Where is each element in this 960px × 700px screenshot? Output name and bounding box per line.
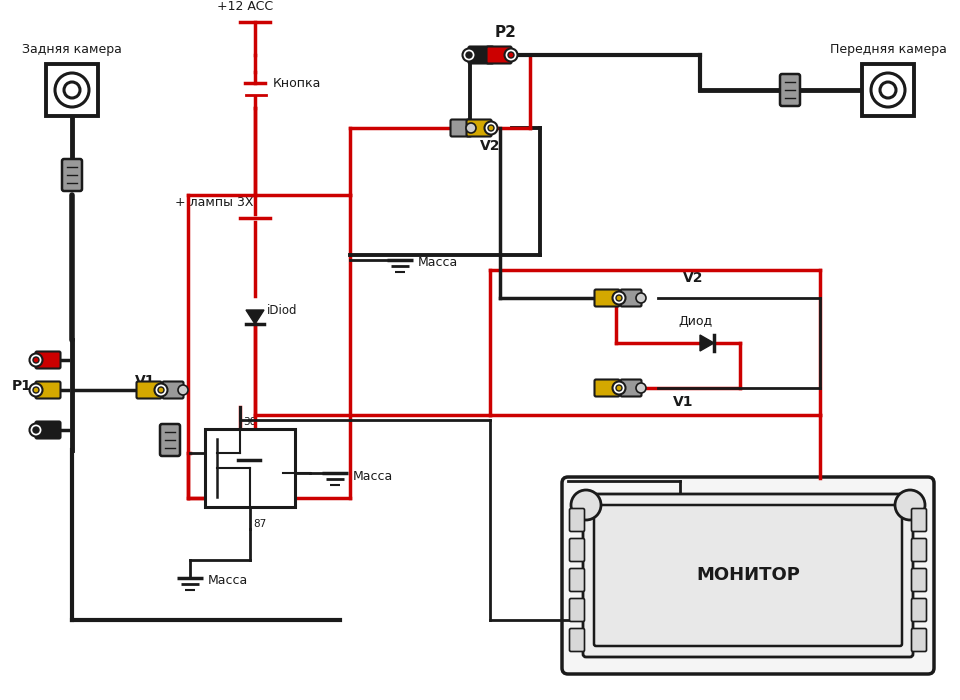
FancyBboxPatch shape [569, 538, 585, 561]
Circle shape [33, 427, 39, 433]
Polygon shape [700, 335, 714, 351]
Text: 87: 87 [253, 519, 266, 529]
Circle shape [636, 293, 646, 303]
Circle shape [158, 387, 164, 393]
FancyBboxPatch shape [468, 46, 493, 64]
Circle shape [871, 73, 905, 107]
Text: МОНИТОР: МОНИТОР [696, 566, 800, 584]
Circle shape [463, 48, 475, 62]
Circle shape [33, 357, 39, 363]
Text: V1: V1 [673, 395, 693, 409]
Text: Масса: Масса [208, 575, 249, 587]
Bar [862, 64, 914, 116]
FancyBboxPatch shape [911, 508, 926, 531]
Text: V2: V2 [683, 271, 704, 285]
Text: 30: 30 [243, 417, 256, 427]
Text: 85: 85 [208, 442, 221, 452]
Circle shape [33, 387, 39, 393]
Circle shape [178, 385, 188, 395]
Circle shape [30, 424, 42, 437]
FancyBboxPatch shape [620, 379, 641, 396]
Text: Масса: Масса [353, 470, 394, 482]
Circle shape [571, 490, 601, 520]
Circle shape [616, 295, 622, 301]
FancyBboxPatch shape [36, 382, 60, 398]
Circle shape [612, 291, 626, 304]
FancyBboxPatch shape [780, 74, 800, 106]
Text: Кнопка: Кнопка [273, 77, 322, 90]
Circle shape [616, 385, 622, 391]
FancyBboxPatch shape [36, 421, 60, 438]
FancyBboxPatch shape [450, 120, 471, 136]
FancyBboxPatch shape [36, 351, 60, 368]
FancyBboxPatch shape [911, 538, 926, 561]
Text: P2: P2 [495, 25, 516, 40]
Text: iDiod: iDiod [267, 304, 298, 317]
FancyBboxPatch shape [569, 629, 585, 652]
Text: Диод: Диод [678, 315, 712, 328]
Text: +12 ACC: +12 ACC [217, 0, 273, 13]
FancyBboxPatch shape [594, 379, 619, 396]
FancyBboxPatch shape [487, 46, 512, 64]
FancyBboxPatch shape [911, 629, 926, 652]
FancyBboxPatch shape [569, 508, 585, 531]
Text: + лампы 3X: + лампы 3X [175, 196, 253, 209]
Text: Масса: Масса [418, 256, 458, 270]
Circle shape [485, 122, 497, 134]
Circle shape [55, 73, 89, 107]
FancyBboxPatch shape [594, 290, 619, 307]
FancyBboxPatch shape [911, 598, 926, 622]
FancyBboxPatch shape [594, 505, 902, 646]
FancyBboxPatch shape [467, 120, 492, 136]
Circle shape [155, 384, 167, 396]
FancyBboxPatch shape [62, 159, 82, 191]
FancyBboxPatch shape [136, 382, 161, 398]
FancyBboxPatch shape [162, 382, 183, 398]
Circle shape [505, 48, 517, 62]
Circle shape [466, 123, 476, 133]
Circle shape [636, 383, 646, 393]
Circle shape [64, 82, 80, 98]
Circle shape [880, 82, 896, 98]
Text: Передняя камера: Передняя камера [829, 43, 947, 56]
FancyBboxPatch shape [911, 568, 926, 592]
Bar [46, 64, 98, 116]
FancyBboxPatch shape [569, 568, 585, 592]
Circle shape [612, 382, 626, 395]
FancyBboxPatch shape [583, 494, 913, 657]
Text: P1: P1 [12, 379, 32, 393]
Circle shape [508, 52, 514, 58]
FancyBboxPatch shape [620, 290, 641, 307]
Circle shape [895, 490, 925, 520]
Text: 86: 86 [277, 474, 290, 484]
Polygon shape [246, 310, 264, 324]
FancyBboxPatch shape [160, 424, 180, 456]
Circle shape [30, 354, 42, 367]
Text: 87a: 87a [238, 458, 256, 468]
Text: Задняя камера: Задняя камера [22, 43, 122, 56]
Circle shape [488, 125, 494, 131]
Text: V2: V2 [480, 139, 500, 153]
Text: V1: V1 [135, 374, 156, 388]
FancyBboxPatch shape [562, 477, 934, 674]
Circle shape [30, 384, 42, 396]
Bar [205, 429, 295, 507]
FancyBboxPatch shape [569, 598, 585, 622]
Circle shape [466, 52, 472, 58]
